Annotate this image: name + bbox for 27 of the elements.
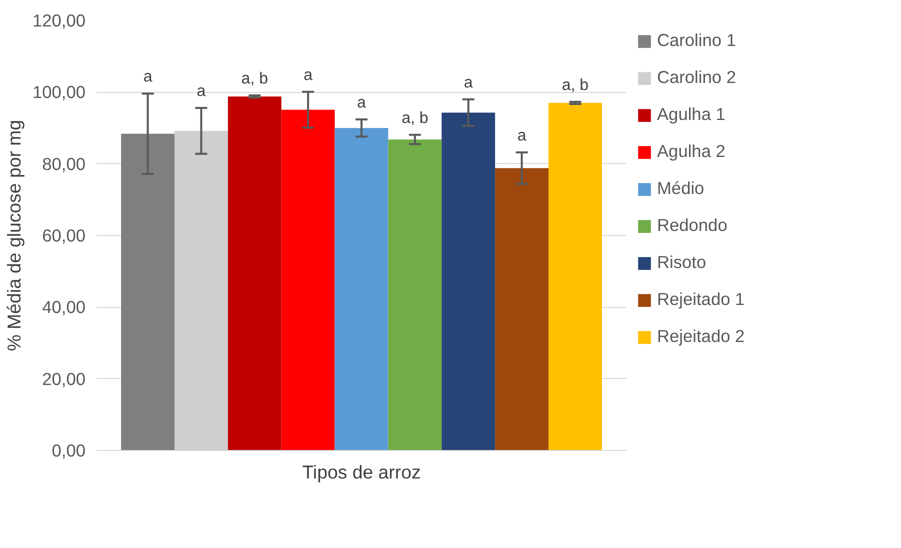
y-tick-label: 20,00 (42, 368, 86, 389)
annotation: a (196, 82, 206, 100)
annotation: a (143, 68, 152, 86)
y-tick-label: 0,00 (52, 440, 86, 460)
legend-label: Risoto (657, 252, 706, 273)
legend-label: Carolino 2 (657, 67, 736, 88)
y-tick-label: 40,00 (42, 297, 86, 318)
legend-label: Médio (657, 178, 704, 199)
legend-label: Agulha 1 (657, 104, 726, 125)
legend-label: Carolino 1 (657, 30, 736, 51)
annotation: a (304, 66, 313, 84)
annotation: a (357, 94, 366, 112)
legend-label: Rejeitado 1 (657, 289, 745, 310)
annotation: a, b (402, 110, 428, 127)
y-tick-label: 100,00 (32, 82, 86, 102)
y-axis-title: % Média de glucose por mg (4, 120, 24, 352)
x-axis-title: Tipos de arroz (302, 462, 421, 482)
annotation: a (464, 74, 473, 92)
legend-label: Redondo (657, 215, 728, 236)
y-tick-label: 80,00 (42, 154, 86, 174)
legend-label: Agulha 2 (657, 141, 726, 162)
annotation: a (517, 127, 526, 144)
y-tick-label: 120,00 (32, 10, 86, 30)
y-tick-label: 60,00 (42, 226, 86, 246)
annotation: a, b (241, 70, 268, 88)
legend-label: Rejeitado 2 (657, 326, 745, 347)
annotation: a, b (562, 76, 589, 94)
